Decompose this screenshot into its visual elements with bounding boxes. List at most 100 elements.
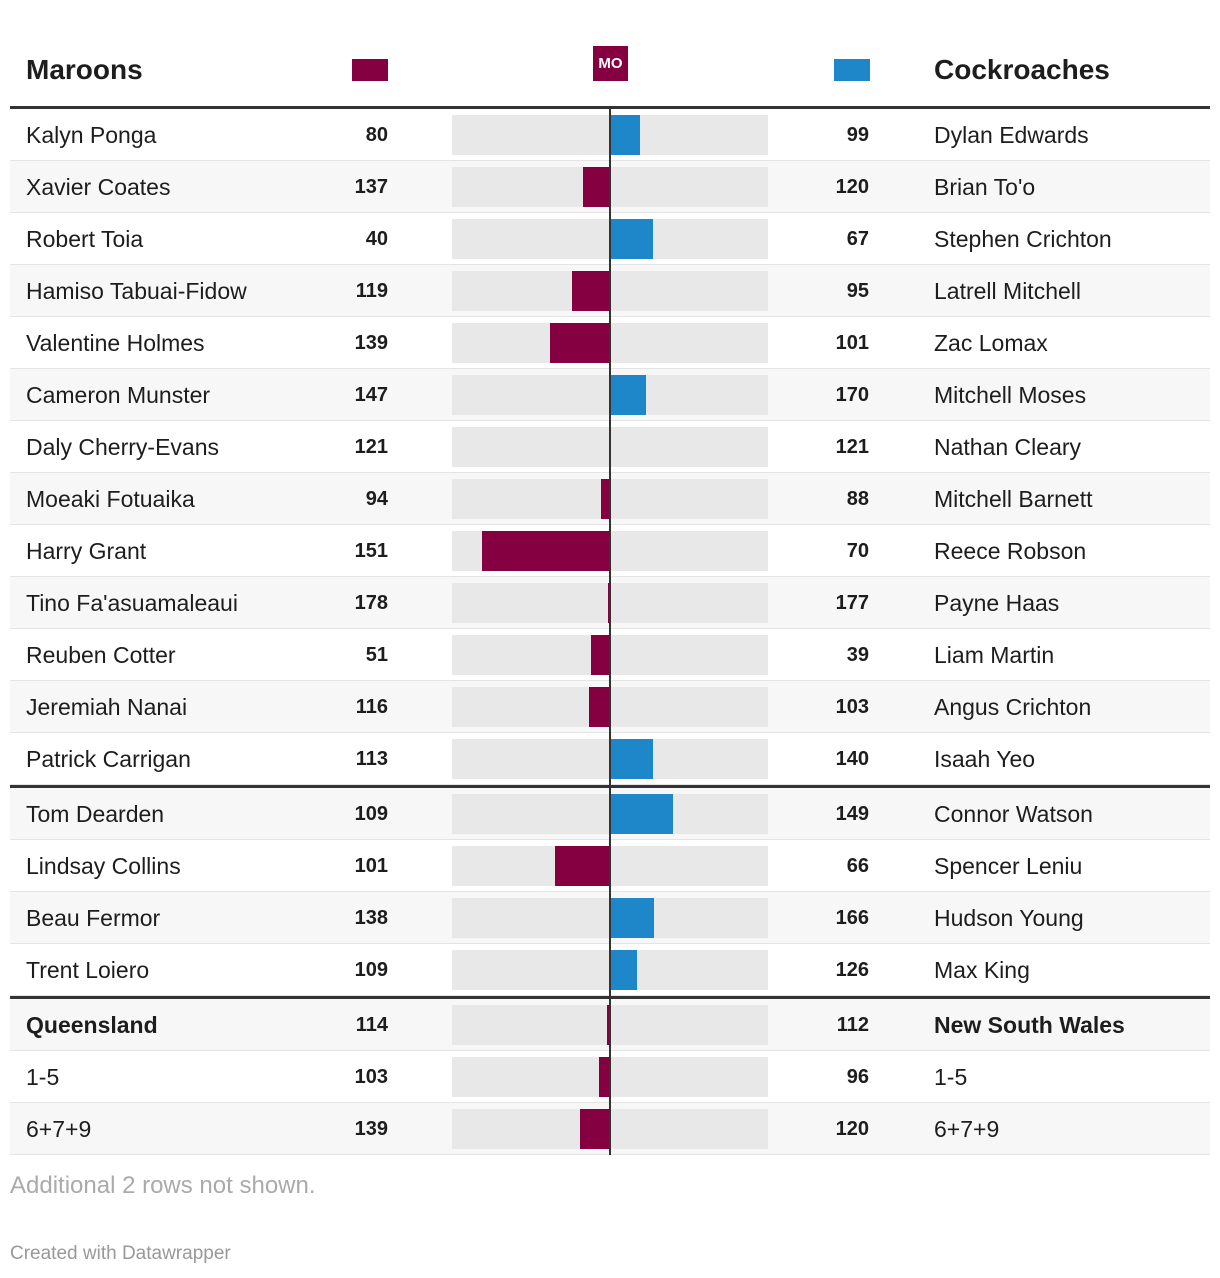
right-player: Connor Watson: [934, 801, 1093, 827]
left-value: 80: [365, 124, 388, 146]
left-value: 51: [365, 644, 388, 666]
diff-bar: [589, 687, 610, 727]
diff-bar: [554, 846, 610, 886]
diff-bar: [579, 1109, 610, 1149]
left-player: Hamiso Tabuai-Fidow: [26, 278, 247, 304]
center-line: [609, 108, 611, 1155]
right-value: 126: [835, 959, 869, 981]
left-player: Trent Loiero: [26, 957, 150, 983]
left-player: Moeaki Fotuaika: [26, 486, 195, 512]
left-player: Cameron Munster: [26, 382, 211, 408]
diff-bar: [591, 635, 610, 675]
right-player: Stephen Crichton: [934, 226, 1112, 252]
right-player: Zac Lomax: [934, 330, 1048, 356]
left-player: Queensland: [26, 1012, 158, 1038]
left-player: Patrick Carrigan: [26, 746, 191, 772]
left-value: 147: [354, 384, 388, 406]
diff-bar: [610, 794, 674, 834]
left-player: Xavier Coates: [26, 174, 171, 200]
left-player: Tino Fa'asuamaleaui: [26, 590, 238, 616]
group-divider: [10, 106, 1210, 109]
left-value: 109: [354, 803, 388, 825]
left-player: Tom Dearden: [26, 801, 165, 827]
diff-bar: [610, 219, 653, 259]
left-value: 139: [354, 332, 388, 354]
right-value: 95: [846, 280, 869, 302]
right-value: 66: [846, 855, 869, 877]
left-value: 178: [354, 592, 388, 614]
footer-note: Additional 2 rows not shown.: [10, 1172, 316, 1199]
left-value: 40: [365, 228, 388, 250]
diff-bar: [610, 115, 641, 155]
diff-bar: [610, 950, 637, 990]
credit: Created with Datawrapper: [10, 1243, 231, 1264]
right-value: 120: [835, 176, 869, 198]
diff-bar: [549, 323, 610, 363]
right-value: 112: [836, 1014, 869, 1036]
diff-bar: [482, 531, 610, 571]
right-value: 99: [846, 124, 869, 146]
diff-bar: [583, 167, 610, 207]
right-player: Payne Haas: [934, 590, 1060, 616]
diff-bar: [610, 898, 655, 938]
diff-bar: [610, 739, 653, 779]
left-value: 109: [354, 959, 388, 981]
left-value: 114: [355, 1014, 388, 1036]
right-value: 149: [835, 803, 869, 825]
right-player: Brian To'o: [934, 174, 1036, 200]
right-player: Mitchell Barnett: [934, 486, 1093, 512]
right-player: Latrell Mitchell: [934, 278, 1081, 304]
right-player: 6+7+9: [934, 1116, 1000, 1142]
right-player: Dylan Edwards: [934, 122, 1089, 148]
right-value: 101: [835, 332, 869, 354]
diff-bar: [598, 1057, 610, 1097]
logo: MO: [593, 46, 628, 81]
right-player: Nathan Cleary: [934, 434, 1082, 460]
left-player: Harry Grant: [26, 538, 147, 564]
right-player: New South Wales: [934, 1012, 1125, 1038]
left-value: 116: [355, 696, 388, 718]
diff-bar: [606, 1005, 610, 1045]
right-player: Hudson Young: [934, 905, 1084, 931]
left-value: 137: [354, 176, 388, 198]
right-value: 177: [835, 592, 869, 614]
right-value: 103: [835, 696, 869, 718]
right-player: Spencer Leniu: [934, 853, 1083, 879]
diff-bar: [600, 479, 610, 519]
right-player: Angus Crichton: [934, 694, 1092, 720]
right-value: 70: [846, 540, 869, 562]
left-value: 94: [365, 488, 388, 510]
right-swatch: [834, 59, 870, 81]
left-player: 1-5: [26, 1064, 60, 1090]
left-value: 121: [354, 436, 388, 458]
right-value: 121: [835, 436, 869, 458]
left-player: Daly Cherry-Evans: [26, 434, 219, 460]
left-player: Jeremiah Nanai: [26, 694, 188, 720]
right-player: Reece Robson: [934, 538, 1087, 564]
left-value: 139: [354, 1118, 388, 1140]
left-player: Lindsay Collins: [26, 853, 181, 879]
left-player: Reuben Cotter: [26, 642, 176, 668]
right-value: 67: [846, 228, 869, 250]
right-player: Isaah Yeo: [934, 746, 1036, 772]
right-player: 1-5: [934, 1064, 968, 1090]
left-value: 119: [355, 280, 388, 302]
left-player: Robert Toia: [26, 226, 144, 252]
left-value: 138: [354, 907, 388, 929]
left-player: Valentine Holmes: [26, 330, 205, 356]
left-value: 101: [354, 855, 388, 877]
right-player: Max King: [934, 957, 1030, 983]
diff-bar: [572, 271, 610, 311]
diff-bar: [610, 375, 647, 415]
right-value: 96: [846, 1066, 869, 1088]
right-value: 120: [835, 1118, 869, 1140]
left-swatch: [352, 59, 388, 81]
left-player: Kalyn Ponga: [26, 122, 157, 148]
left-value: 151: [354, 540, 388, 562]
right-player: Liam Martin: [934, 642, 1055, 668]
right-value: 170: [835, 384, 869, 406]
left-value: 103: [354, 1066, 388, 1088]
right-value: 140: [835, 748, 869, 770]
left-team: Maroons: [26, 54, 143, 85]
